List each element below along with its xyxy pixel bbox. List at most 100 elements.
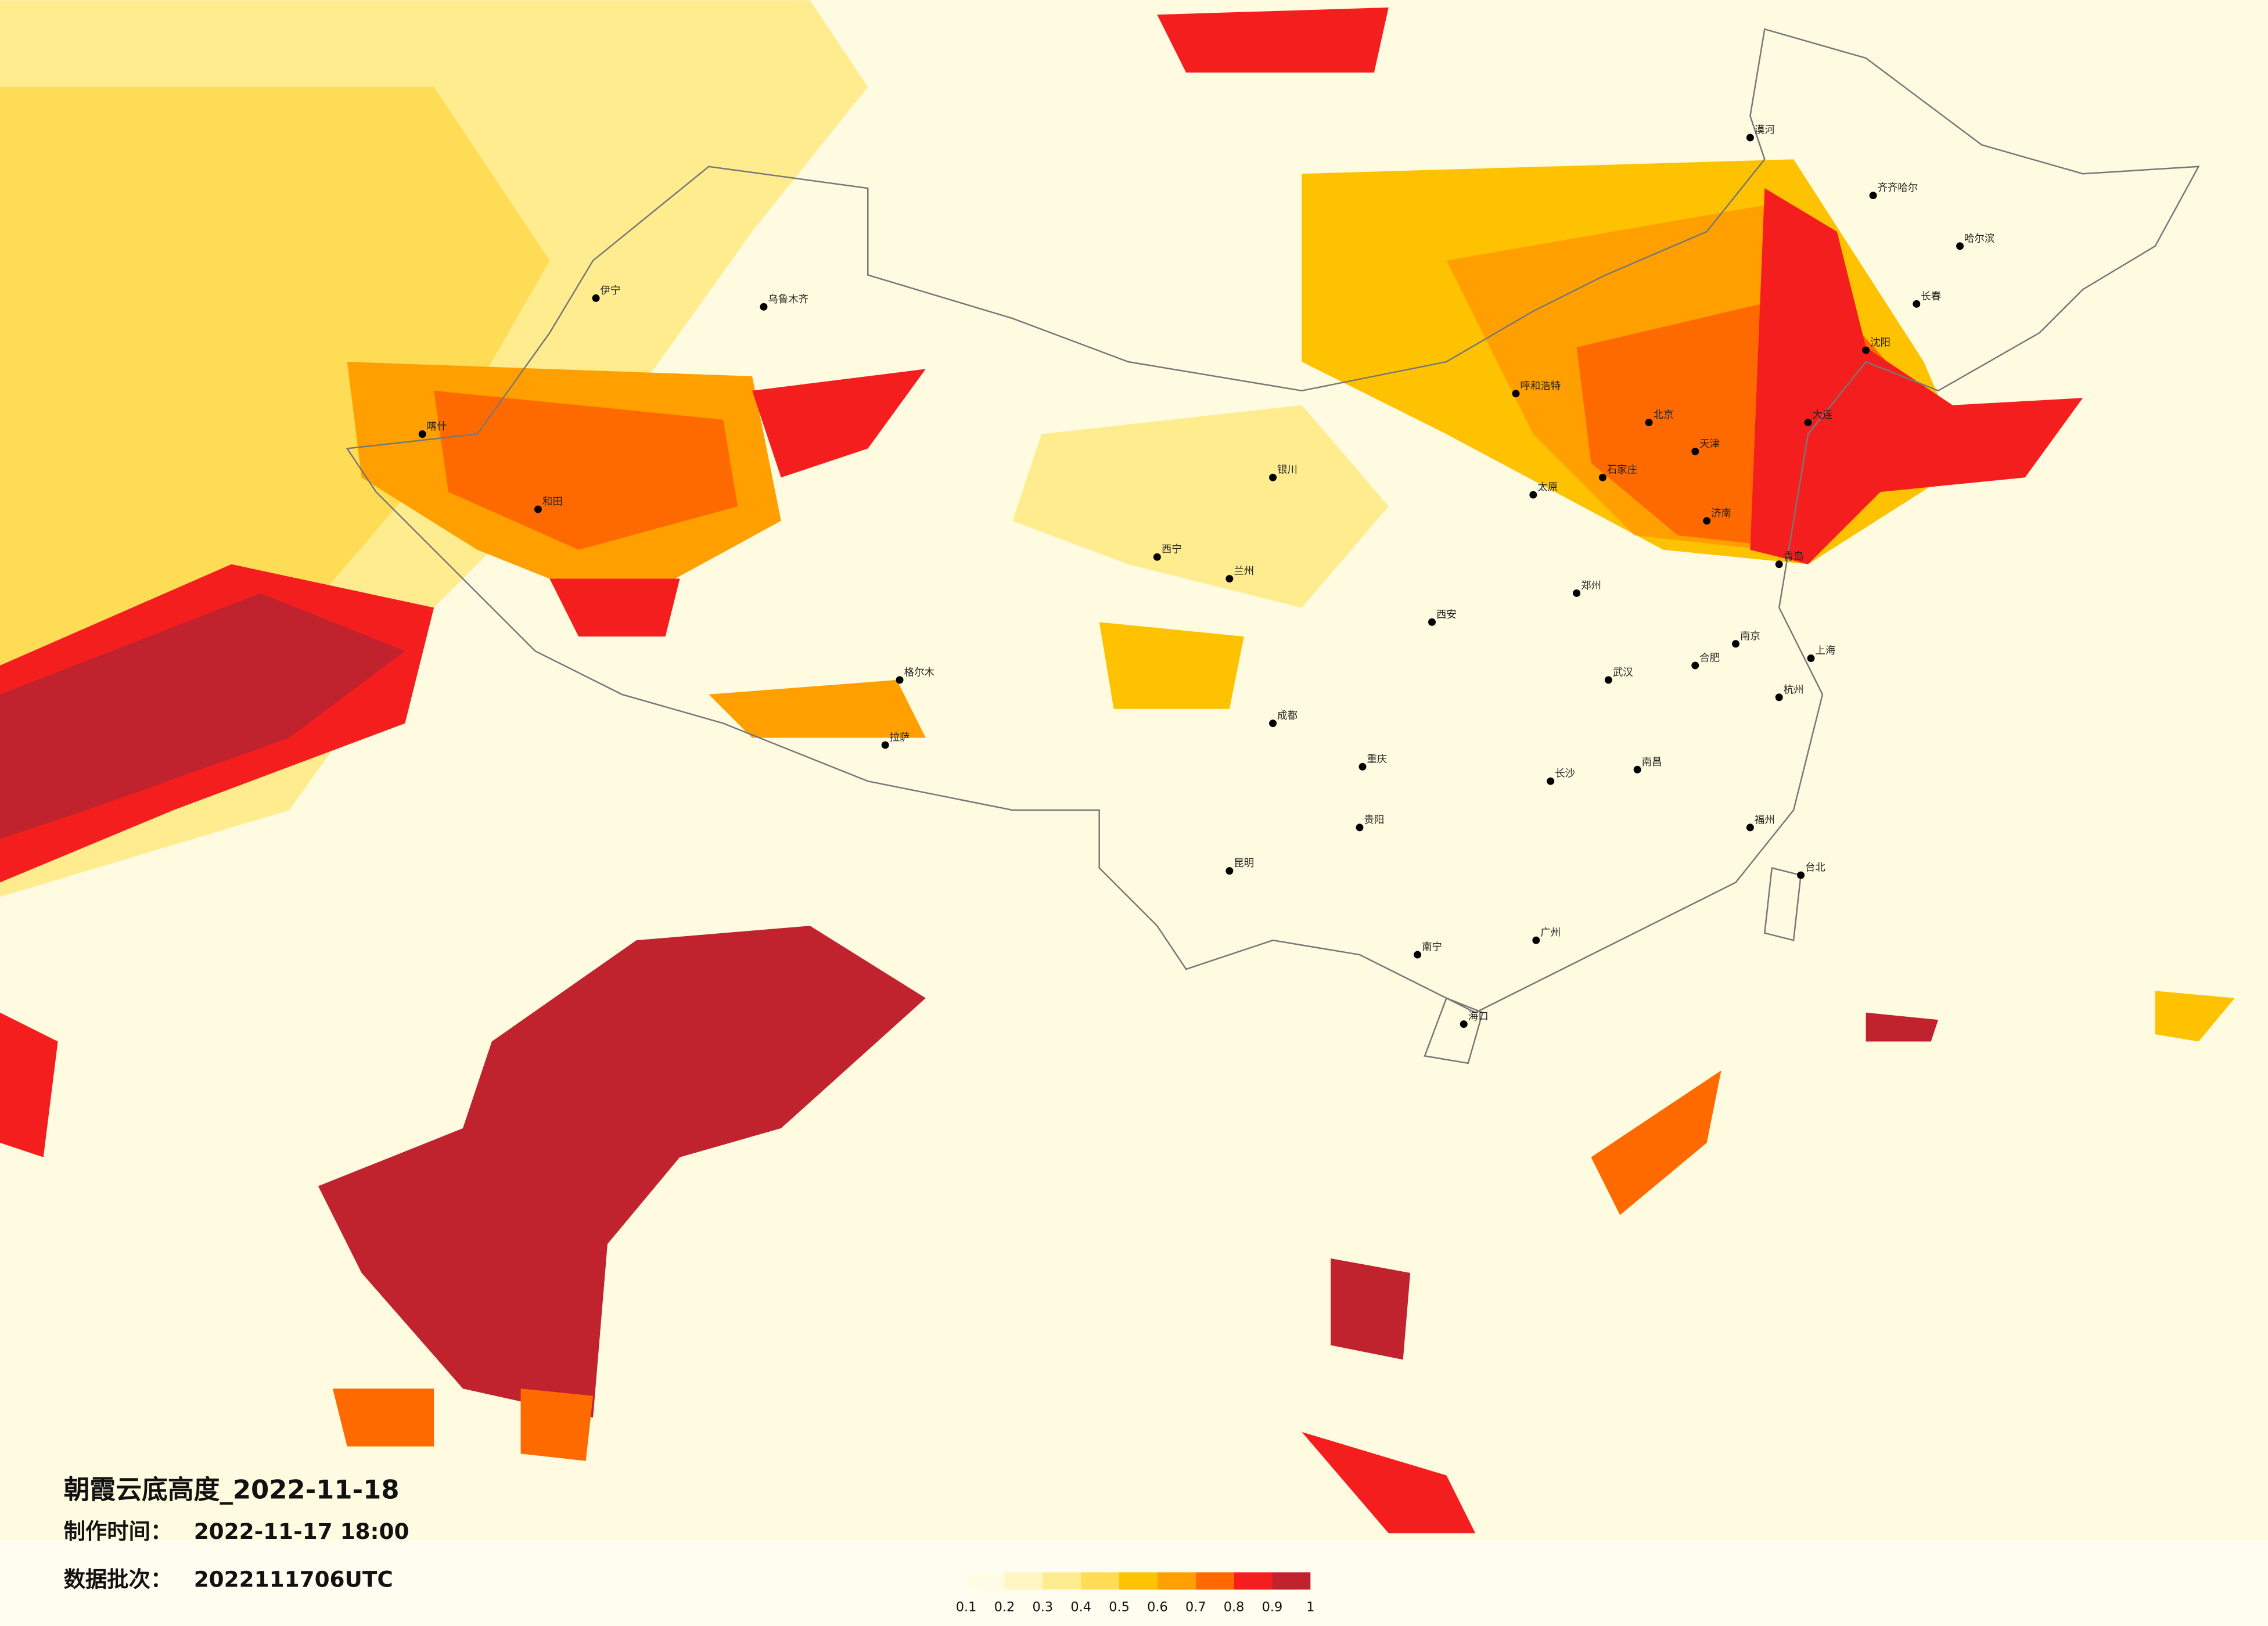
city-dot xyxy=(1746,823,1754,832)
city-label: 北京 xyxy=(1654,409,1674,421)
city-label: 南宁 xyxy=(1422,942,1442,954)
city-dot xyxy=(1807,654,1815,662)
city-label: 昆明 xyxy=(1234,858,1254,869)
city-label: 呼和浩特 xyxy=(1520,380,1561,392)
city-label: 长春 xyxy=(1921,291,1941,303)
city-label: 太原 xyxy=(1537,482,1558,494)
city-label: 齐齐哈尔 xyxy=(1878,182,1918,194)
city-label: 兰州 xyxy=(1234,566,1254,577)
city-label: 喀什 xyxy=(427,421,447,433)
city-label: 拉萨 xyxy=(890,732,910,743)
legend-tick: 0.1 xyxy=(956,1600,977,1615)
city-dot xyxy=(1956,242,1964,250)
city-label: 上海 xyxy=(1815,645,1835,657)
city-label: 哈尔滨 xyxy=(1964,233,1994,244)
city-label: 成都 xyxy=(1277,710,1297,722)
city-dot xyxy=(1356,823,1364,832)
legend-tick: 0.8 xyxy=(1224,1600,1245,1615)
city-dot xyxy=(760,303,768,311)
city-label: 杭州 xyxy=(1784,684,1804,696)
legend-swatch xyxy=(1043,1572,1081,1590)
legend-swatch xyxy=(966,1572,1005,1590)
city-label: 银川 xyxy=(1277,465,1297,476)
city-dot xyxy=(1691,447,1699,455)
city-label: 合肥 xyxy=(1699,653,1720,664)
city-dot xyxy=(1703,517,1711,525)
borders xyxy=(346,28,2200,1064)
city-label: 南昌 xyxy=(1642,757,1662,768)
city-dot xyxy=(1512,390,1520,398)
city-dot xyxy=(1691,661,1699,670)
legend-tick: 0.7 xyxy=(1185,1600,1206,1615)
city-label: 海口 xyxy=(1468,1011,1489,1023)
city-label: 大连 xyxy=(1813,409,1833,421)
city-label: 贵阳 xyxy=(1364,814,1384,826)
city-dot xyxy=(881,741,889,749)
city-dot xyxy=(592,294,600,302)
legend: 0.1 0.2 0.3 0.4 0.5 0.6 0.7 0.8 0.9 1 xyxy=(956,1572,1314,1615)
city-dot xyxy=(1269,473,1277,481)
city-label: 沈阳 xyxy=(1870,337,1890,349)
city-label: 天津 xyxy=(1699,438,1720,450)
city-label: 南京 xyxy=(1740,631,1760,642)
city-label: 格尔木 xyxy=(904,667,934,678)
city-label: 青岛 xyxy=(1784,551,1804,563)
city-label: 郑州 xyxy=(1581,580,1601,592)
city-label: 乌鲁木齐 xyxy=(768,294,808,305)
city-dot xyxy=(1804,419,1812,427)
city-dot xyxy=(1775,560,1783,569)
city-dot xyxy=(1428,618,1436,626)
map-title: 朝霞云底高度_2022-11-18 xyxy=(64,1474,400,1505)
batch: 2022111706UTC xyxy=(194,1566,393,1592)
city-dot xyxy=(1529,491,1537,499)
legend-swatch xyxy=(1081,1572,1120,1590)
legend-swatch xyxy=(1004,1572,1043,1590)
made-time-label: 制作时间： xyxy=(64,1519,172,1544)
cloud-field xyxy=(0,0,2268,1541)
city-label: 武汉 xyxy=(1613,667,1633,678)
city-dot xyxy=(1460,1020,1468,1028)
city-dot xyxy=(1573,589,1581,597)
city-dot xyxy=(1269,720,1277,728)
city-dot xyxy=(1547,777,1555,785)
city-label: 石家庄 xyxy=(1607,465,1637,476)
city-dot xyxy=(1225,867,1234,875)
city-dot xyxy=(1358,762,1367,771)
legend-tick: 0.3 xyxy=(1033,1600,1054,1615)
legend-tick: 0.6 xyxy=(1147,1600,1168,1615)
legend-swatch xyxy=(1119,1572,1158,1590)
city-label: 台北 xyxy=(1805,862,1825,874)
city-dot xyxy=(1869,192,1877,200)
city-dot xyxy=(1153,553,1161,561)
city-dot xyxy=(1225,575,1234,583)
legend-swatch xyxy=(1157,1572,1196,1590)
city-dot xyxy=(1598,473,1606,481)
city-label: 伊宁 xyxy=(601,285,621,297)
legend-tick: 0.2 xyxy=(994,1600,1015,1615)
city-dot xyxy=(1633,765,1641,774)
city-dot xyxy=(1913,300,1921,308)
batch-label: 数据批次： xyxy=(64,1566,172,1592)
city-label: 福州 xyxy=(1755,814,1775,826)
city-dot xyxy=(1532,936,1540,944)
legend-tick: 0.9 xyxy=(1262,1600,1283,1615)
made-time: 2022-11-17 18:00 xyxy=(194,1519,409,1544)
city-dot xyxy=(1414,951,1422,959)
legend-tick: 0.5 xyxy=(1109,1600,1130,1615)
legend-swatch xyxy=(1195,1572,1234,1590)
city-dot xyxy=(1862,346,1870,354)
legend-swatch xyxy=(1234,1572,1273,1590)
city-dot xyxy=(1746,134,1754,142)
city-dot xyxy=(418,430,426,438)
city-label: 广州 xyxy=(1540,927,1561,939)
city-label: 济南 xyxy=(1711,508,1731,519)
city-dot xyxy=(1775,693,1783,702)
legend-tick: 1 xyxy=(1306,1600,1314,1615)
city-dot xyxy=(1732,640,1739,648)
city-label: 西安 xyxy=(1436,609,1457,621)
city-label: 和田 xyxy=(542,497,563,508)
city-dot xyxy=(1645,419,1653,427)
city-dot xyxy=(896,676,904,684)
